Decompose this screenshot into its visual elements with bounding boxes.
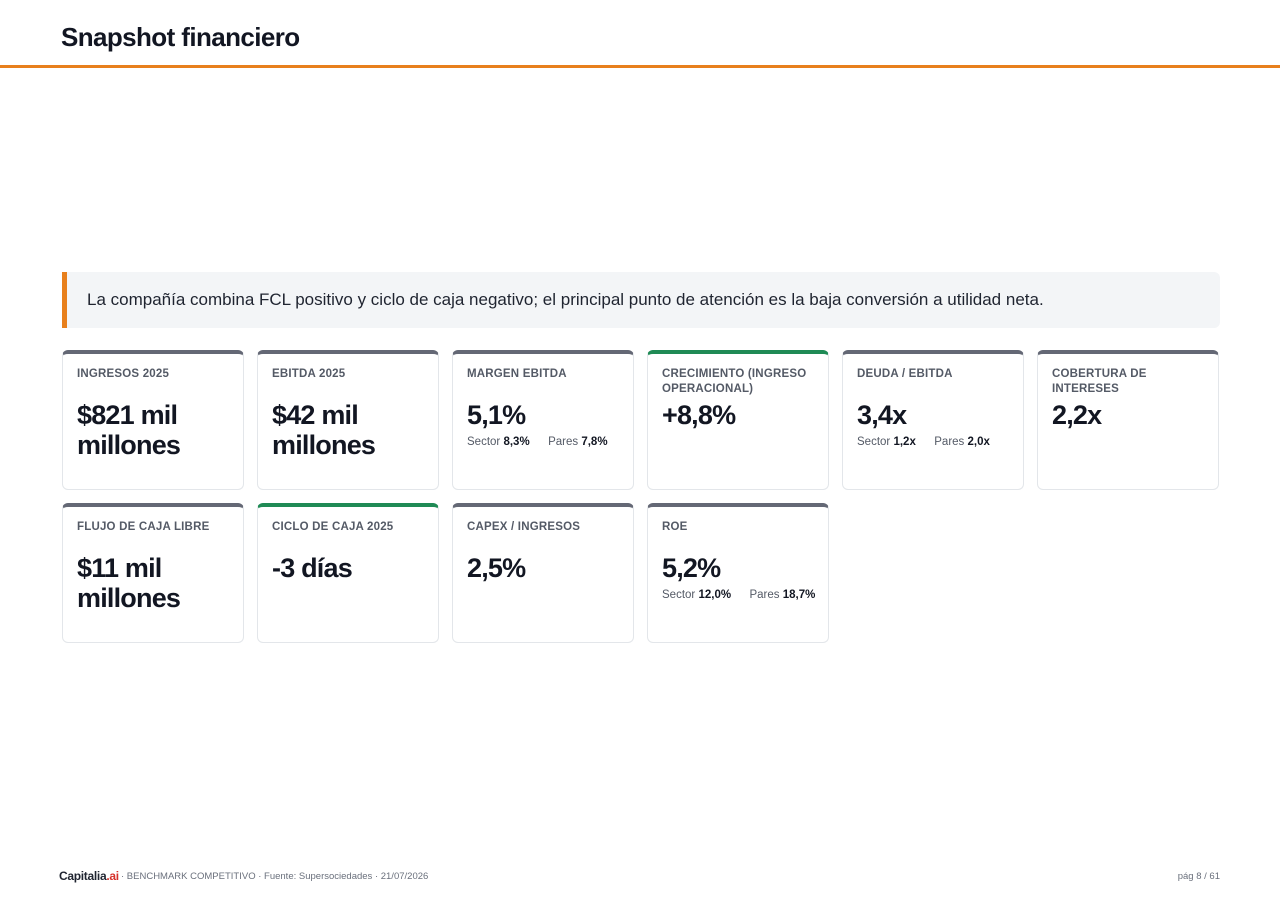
kpi-value: 2,5% bbox=[467, 553, 526, 583]
brand-suffix: .ai bbox=[106, 869, 119, 883]
sector-label: Sector bbox=[467, 436, 501, 448]
kpi-label: INGRESOS 2025 bbox=[77, 368, 170, 380]
kpi-card-deuda-ebitda: DEUDA / EBITDA 3,4x Sector 1,2x Pares 2,… bbox=[842, 350, 1024, 490]
kpi-card-roe: ROE 5,2% Sector 12,0% Pares 18,7% bbox=[647, 503, 829, 643]
pares-value: 18,7% bbox=[782, 589, 816, 601]
pares-label: Pares bbox=[548, 436, 579, 448]
pares-value: 7,8% bbox=[581, 436, 608, 448]
footer-meta: · BENCHMARK COMPETITIVO · Fuente: Supers… bbox=[121, 871, 429, 882]
page-header: Snapshot financiero bbox=[0, 0, 1280, 68]
kpi-comparison: Sector 1,2x Pares 2,0x bbox=[857, 436, 1009, 448]
kpi-card-cobertura: COBERTURA DE INTERESES 2,2x bbox=[1037, 350, 1219, 490]
pares-label: Pares bbox=[749, 589, 780, 601]
kpi-value: $821 mil millones bbox=[77, 400, 181, 460]
kpi-card-flujo-caja: FLUJO DE CAJA LIBRE $11 mil millones bbox=[62, 503, 244, 643]
kpi-value: $11 mil millones bbox=[77, 553, 181, 613]
kpi-label: CAPEX / INGRESOS bbox=[467, 521, 581, 533]
sector-label: Sector bbox=[857, 436, 891, 448]
kpi-value: $42 mil millones bbox=[272, 400, 376, 460]
kpi-value: 5,1% bbox=[467, 400, 526, 430]
sector-value: 12,0% bbox=[698, 589, 732, 601]
page-footer: Capitalia.ai · BENCHMARK COMPETITIVO · F… bbox=[59, 869, 1220, 887]
brand-logo: Capitalia.ai bbox=[59, 869, 119, 883]
kpi-label: DEUDA / EBITDA bbox=[857, 368, 953, 380]
kpi-card-capex: CAPEX / INGRESOS 2,5% bbox=[452, 503, 634, 643]
sector-label: Sector bbox=[662, 589, 696, 601]
kpi-value: 3,4x bbox=[857, 400, 907, 430]
kpi-card-crecimiento: CRECIMIENTO (INGRESO OPERACIONAL) +8,8% bbox=[647, 350, 829, 490]
pares-value: 2,0x bbox=[967, 436, 990, 448]
page-title: Snapshot financiero bbox=[61, 22, 300, 52]
kpi-label: MARGEN EBITDA bbox=[467, 368, 567, 380]
kpi-label: CICLO DE CAJA 2025 bbox=[272, 521, 394, 533]
pares-label: Pares bbox=[934, 436, 965, 448]
kpi-label: CRECIMIENTO (INGRESO OPERACIONAL) bbox=[662, 368, 807, 395]
kpi-card-ebitda: EBITDA 2025 $42 mil millones bbox=[257, 350, 439, 490]
summary-text: La compañía combina FCL positivo y ciclo… bbox=[87, 290, 1044, 309]
page-number: pág 8 / 61 bbox=[1177, 871, 1220, 882]
kpi-label: COBERTURA DE INTERESES bbox=[1052, 368, 1147, 395]
sector-value: 1,2x bbox=[893, 436, 916, 448]
kpi-value: 5,2% bbox=[662, 553, 721, 583]
summary-callout: La compañía combina FCL positivo y ciclo… bbox=[62, 272, 1220, 328]
kpi-value: +8,8% bbox=[662, 400, 736, 430]
kpi-value: -3 días bbox=[272, 553, 353, 583]
brand-name: Capitalia bbox=[59, 869, 107, 883]
sector-value: 8,3% bbox=[503, 436, 530, 448]
kpi-card-margen-ebitda: MARGEN EBITDA 5,1% Sector 8,3% Pares 7,8… bbox=[452, 350, 634, 490]
kpi-label: ROE bbox=[662, 521, 688, 533]
kpi-card-ciclo-caja: CICLO DE CAJA 2025 -3 días bbox=[257, 503, 439, 643]
kpi-card-ingresos: INGRESOS 2025 $821 mil millones bbox=[62, 350, 244, 490]
kpi-label: EBITDA 2025 bbox=[272, 368, 346, 380]
kpi-label: FLUJO DE CAJA LIBRE bbox=[77, 521, 210, 533]
kpi-comparison: Sector 12,0% Pares 18,7% bbox=[662, 589, 816, 601]
kpi-value: 2,2x bbox=[1052, 400, 1102, 430]
kpi-comparison: Sector 8,3% Pares 7,8% bbox=[467, 436, 619, 448]
